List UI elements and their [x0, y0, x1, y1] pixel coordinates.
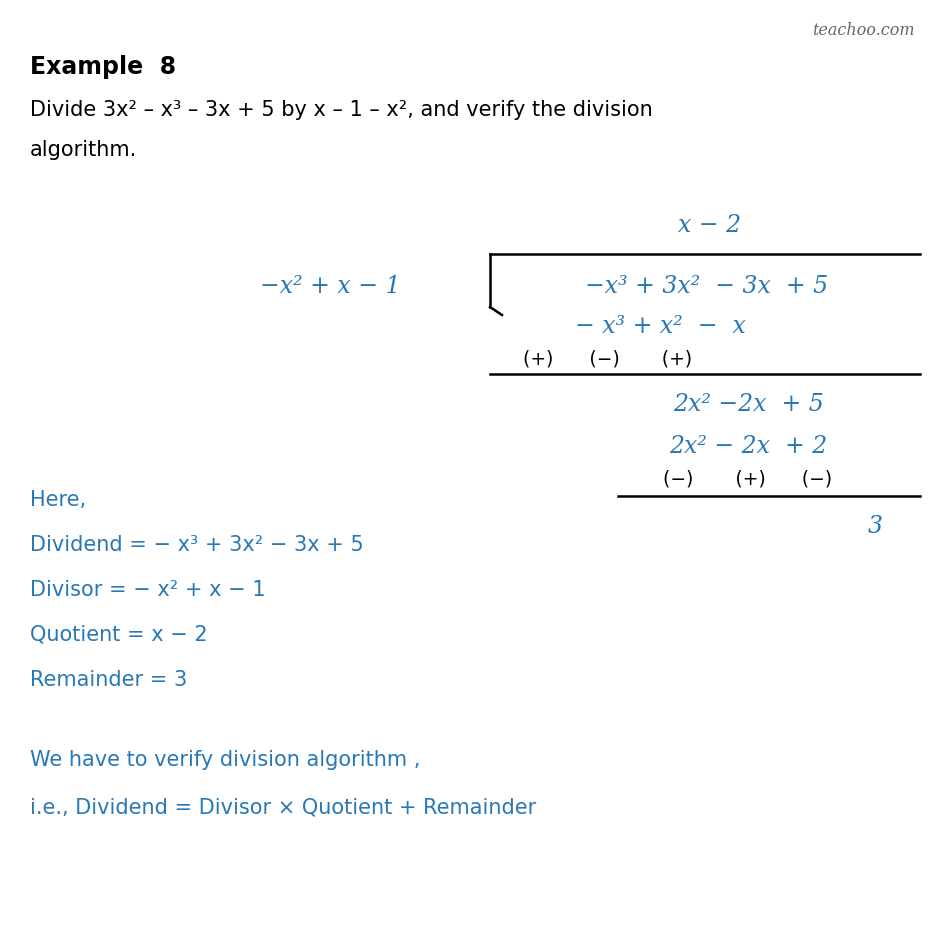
Text: i.e., Dividend = Divisor × Quotient + Remainder: i.e., Dividend = Divisor × Quotient + Re…	[30, 797, 535, 818]
Text: −x² + x − 1: −x² + x − 1	[260, 275, 400, 297]
Text: x − 2: x − 2	[678, 213, 741, 237]
Text: teachoo.com: teachoo.com	[812, 22, 914, 39]
Text: 3: 3	[867, 514, 882, 537]
Text: Here,: Here,	[30, 490, 86, 510]
Text: 2x² −2x  + 5: 2x² −2x + 5	[672, 393, 822, 415]
Text: algorithm.: algorithm.	[30, 140, 137, 160]
Text: Quotient = x − 2: Quotient = x − 2	[30, 624, 208, 645]
Text: Remainder = 3: Remainder = 3	[30, 669, 187, 689]
Text: (−)       (+)      (−): (−) (+) (−)	[663, 469, 832, 488]
Text: − x³ + x²  −  x: − x³ + x² − x	[574, 314, 745, 338]
Text: Dividend = − x³ + 3x² − 3x + 5: Dividend = − x³ + 3x² − 3x + 5	[30, 534, 363, 554]
Text: 2x² − 2x  + 2: 2x² − 2x + 2	[668, 434, 826, 458]
Text: (+)      (−)       (+): (+) (−) (+)	[523, 349, 692, 368]
Text: Divide 3x² – x³ – 3x + 5 by x – 1 – x², and verify the division: Divide 3x² – x³ – 3x + 5 by x – 1 – x², …	[30, 100, 652, 120]
Text: Divisor = − x² + x − 1: Divisor = − x² + x − 1	[30, 580, 265, 599]
Text: −x³ + 3x²  − 3x  + 5: −x³ + 3x² − 3x + 5	[585, 275, 828, 297]
Text: Example  8: Example 8	[30, 55, 176, 79]
Text: We have to verify division algorithm ,: We have to verify division algorithm ,	[30, 750, 420, 769]
